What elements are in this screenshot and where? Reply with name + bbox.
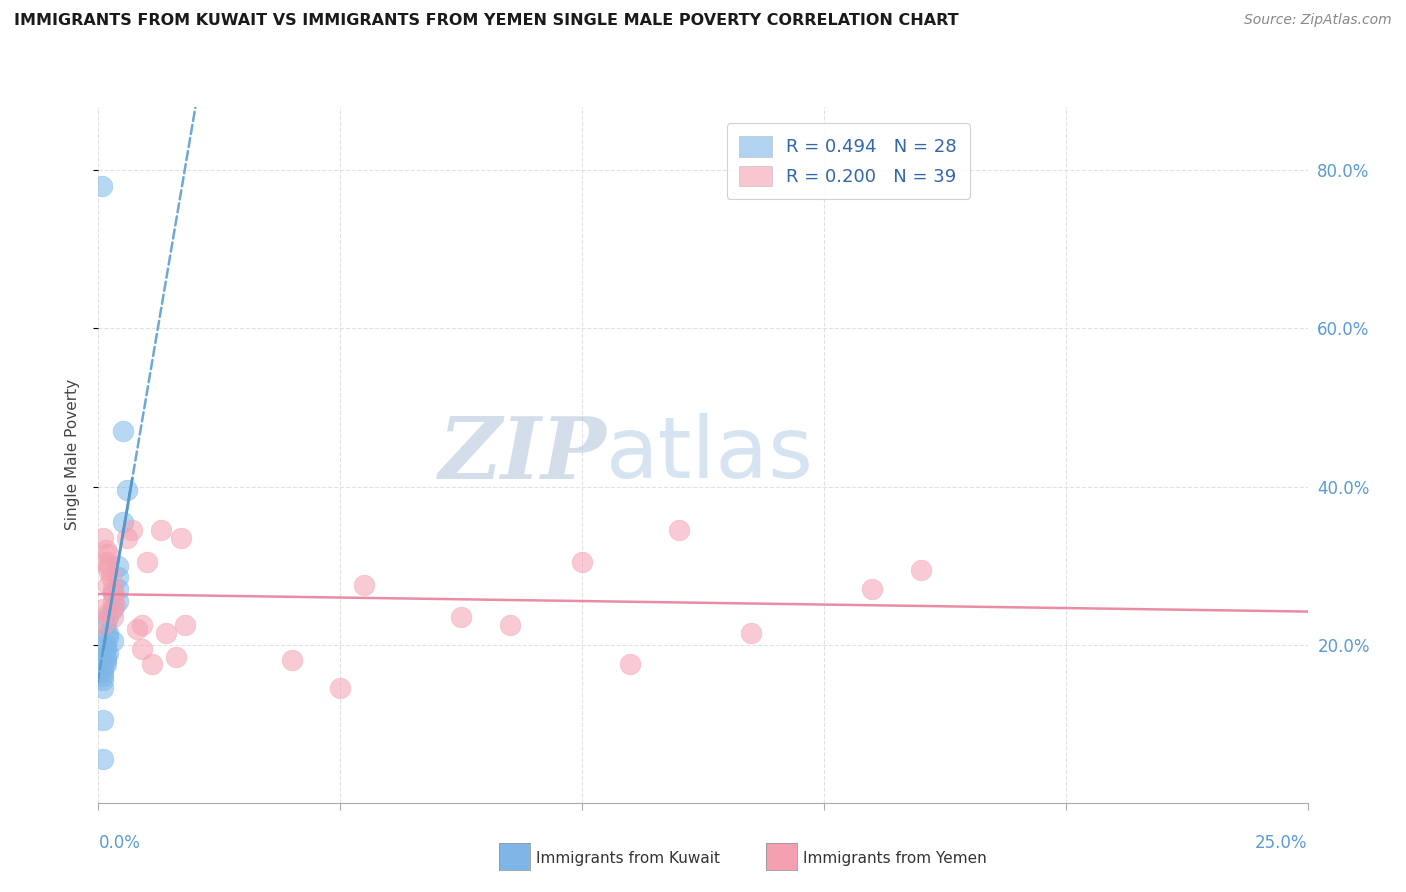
Point	[169, 531, 191, 545]
Text: Immigrants from Kuwait: Immigrants from Kuwait	[536, 851, 720, 865]
Point	[141, 657, 163, 672]
Y-axis label: Single Male Poverty: Single Male Poverty	[65, 379, 80, 531]
Point	[101, 586, 124, 600]
Text: Immigrants from Yemen: Immigrants from Yemen	[803, 851, 987, 865]
Point	[94, 638, 117, 652]
Point	[94, 653, 117, 667]
Point	[107, 594, 129, 608]
Text: atlas: atlas	[606, 413, 814, 497]
Point	[111, 515, 134, 529]
Point	[94, 542, 117, 557]
Point	[107, 582, 129, 597]
Point	[498, 618, 520, 632]
Point	[97, 563, 120, 577]
Text: Source: ZipAtlas.com: Source: ZipAtlas.com	[1244, 13, 1392, 28]
Point	[101, 586, 124, 600]
Point	[97, 625, 120, 640]
Point	[91, 661, 114, 675]
Point	[91, 752, 114, 766]
Point	[131, 641, 153, 656]
Point	[155, 625, 177, 640]
Point	[131, 618, 153, 632]
Point	[281, 653, 304, 667]
Point	[91, 618, 114, 632]
Point	[94, 555, 117, 569]
Point	[107, 558, 129, 573]
Point	[97, 606, 120, 620]
Point	[94, 657, 117, 672]
Point	[101, 610, 124, 624]
Point	[97, 610, 120, 624]
Point	[121, 523, 143, 537]
Point	[165, 649, 187, 664]
Point	[117, 531, 139, 545]
Point	[94, 618, 117, 632]
Point	[94, 641, 117, 656]
Point	[910, 563, 932, 577]
Point	[450, 610, 472, 624]
Point	[329, 681, 352, 695]
Point	[571, 555, 593, 569]
Point	[91, 531, 114, 545]
Point	[107, 570, 129, 584]
Point	[91, 602, 114, 616]
Point	[860, 582, 883, 597]
Point	[97, 578, 120, 592]
Point	[150, 523, 173, 537]
Point	[97, 547, 120, 561]
Point	[94, 649, 117, 664]
Point	[135, 555, 157, 569]
Point	[91, 681, 114, 695]
Point	[111, 424, 134, 438]
Point	[97, 646, 120, 660]
Point	[91, 669, 114, 683]
Point	[97, 558, 120, 573]
Point	[91, 179, 114, 194]
Legend: R = 0.494   N = 28, R = 0.200   N = 39: R = 0.494 N = 28, R = 0.200 N = 39	[727, 123, 970, 199]
Text: ZIP: ZIP	[439, 413, 606, 497]
Point	[353, 578, 375, 592]
Point	[101, 582, 124, 597]
Text: 25.0%: 25.0%	[1256, 834, 1308, 852]
Point	[127, 622, 149, 636]
Point	[104, 598, 127, 612]
Text: 0.0%: 0.0%	[98, 834, 141, 852]
Point	[101, 594, 124, 608]
Point	[97, 630, 120, 644]
Point	[740, 625, 762, 640]
Point	[91, 673, 114, 688]
Point	[91, 713, 114, 727]
Point	[101, 633, 124, 648]
Point	[91, 665, 114, 680]
Point	[117, 483, 139, 498]
Point	[100, 570, 122, 584]
Point	[668, 523, 690, 537]
Point	[101, 602, 124, 616]
Point	[174, 618, 197, 632]
Point	[619, 657, 641, 672]
Text: IMMIGRANTS FROM KUWAIT VS IMMIGRANTS FROM YEMEN SINGLE MALE POVERTY CORRELATION : IMMIGRANTS FROM KUWAIT VS IMMIGRANTS FRO…	[14, 13, 959, 29]
